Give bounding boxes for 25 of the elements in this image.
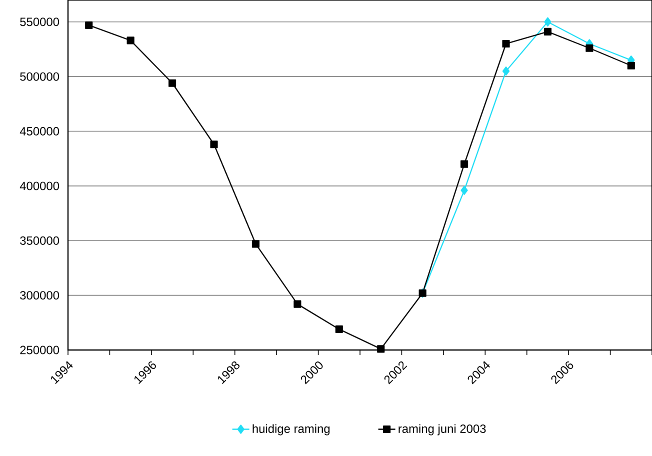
- y-tick-label: 500000: [20, 72, 60, 81]
- y-tick-label: 450000: [20, 127, 60, 136]
- point: [502, 66, 510, 76]
- point: [627, 62, 635, 70]
- y-tick-label: 300000: [20, 291, 60, 300]
- point: [460, 160, 468, 168]
- point: [377, 345, 385, 353]
- point: [586, 44, 594, 52]
- point: [210, 140, 218, 148]
- point: [335, 325, 343, 334]
- point: [460, 186, 468, 195]
- y-tick-label: 250000: [20, 346, 60, 354]
- point: [168, 79, 176, 87]
- point: [126, 36, 134, 44]
- point: [85, 21, 93, 29]
- y-tick-label: 350000: [20, 236, 60, 245]
- y-tick-label: 550000: [20, 18, 60, 26]
- point: [544, 28, 552, 36]
- point: [252, 240, 260, 248]
- legend-label: huidige raming: [252, 424, 330, 436]
- point: [502, 40, 510, 48]
- legend-label: raming juni 2003: [398, 424, 486, 436]
- point: [294, 300, 302, 308]
- y-tick-label: 400000: [20, 182, 60, 190]
- point: [544, 17, 552, 26]
